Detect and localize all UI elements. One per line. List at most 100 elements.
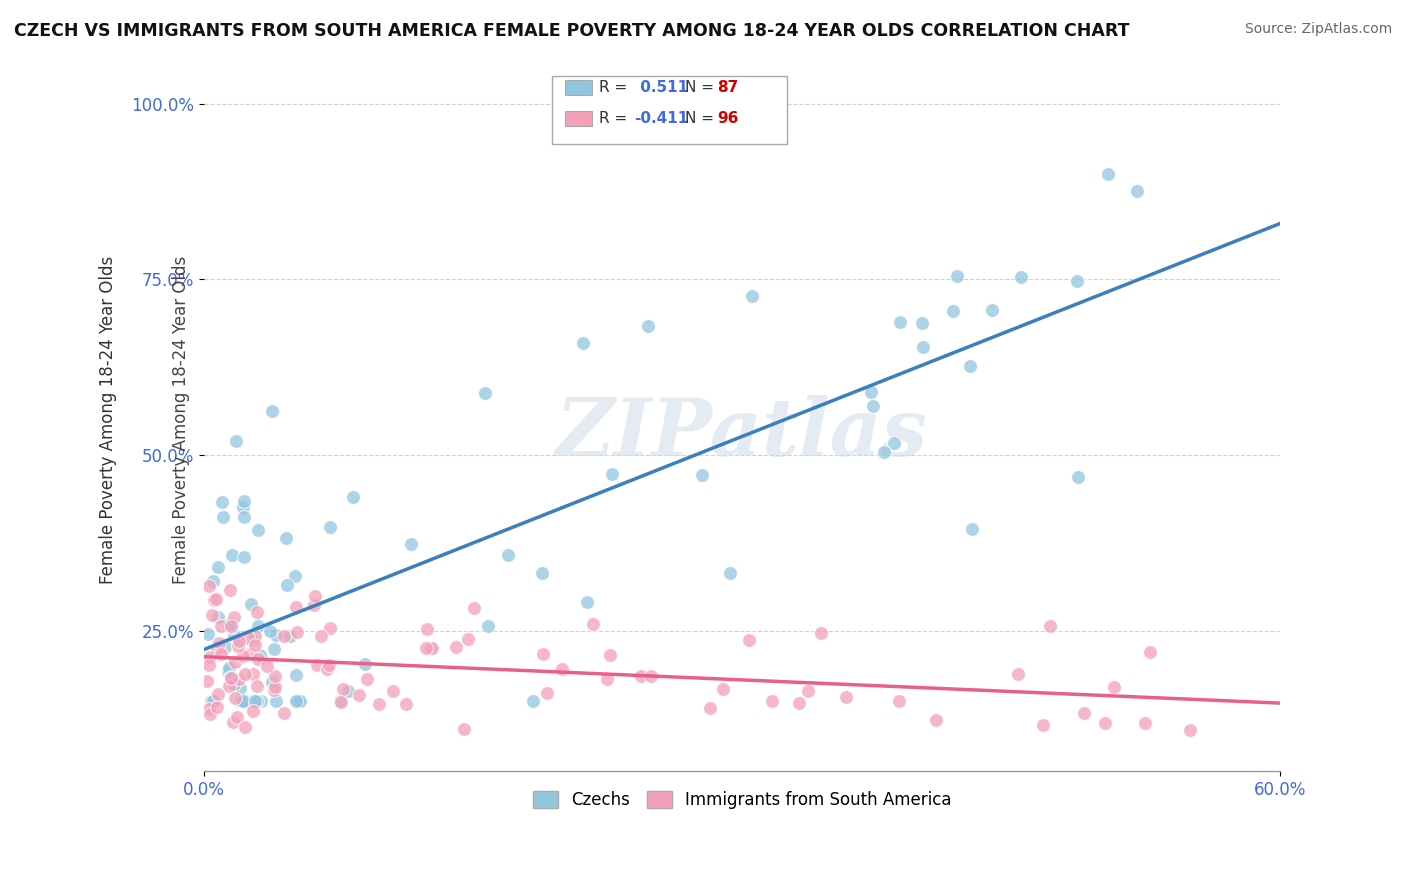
Point <box>1032 717 1054 731</box>
Point <box>496 548 519 562</box>
Point <box>946 268 969 283</box>
Point <box>536 686 558 700</box>
Point <box>741 289 763 303</box>
Point <box>1066 274 1088 288</box>
Point <box>260 675 283 690</box>
Point <box>205 592 228 607</box>
Point <box>274 531 297 545</box>
Point <box>235 694 257 708</box>
Point <box>250 694 273 708</box>
Point <box>316 662 339 676</box>
Point <box>572 336 595 351</box>
Point <box>332 681 354 696</box>
Point <box>640 669 662 683</box>
Point <box>367 698 389 712</box>
Point <box>232 694 254 708</box>
Point <box>285 625 308 640</box>
Point <box>981 303 1004 318</box>
Text: Source: ZipAtlas.com: Source: ZipAtlas.com <box>1244 22 1392 37</box>
Point <box>259 624 281 639</box>
Point <box>453 722 475 736</box>
Point <box>887 693 910 707</box>
Point <box>233 666 256 681</box>
Point <box>214 640 236 654</box>
Point <box>761 693 783 707</box>
Point <box>420 640 443 655</box>
Point <box>231 694 253 708</box>
Point <box>1133 716 1156 731</box>
Text: CZECH VS IMMIGRANTS FROM SOUTH AMERICA FEMALE POVERTY AMONG 18-24 YEAR OLDS CORR: CZECH VS IMMIGRANTS FROM SOUTH AMERICA F… <box>14 22 1129 40</box>
Point <box>630 669 652 683</box>
Point <box>211 510 233 524</box>
Point <box>288 694 311 708</box>
Point <box>318 621 340 635</box>
Point <box>419 641 441 656</box>
Point <box>342 490 364 504</box>
Point <box>246 679 269 693</box>
FancyBboxPatch shape <box>565 79 592 95</box>
Point <box>217 664 239 678</box>
Point <box>232 648 254 663</box>
Point <box>263 680 285 694</box>
Point <box>221 715 243 730</box>
Point <box>395 698 418 712</box>
Point <box>738 632 761 647</box>
Point <box>349 688 371 702</box>
Point <box>218 680 240 694</box>
Point <box>245 605 267 619</box>
Point <box>201 694 224 708</box>
Point <box>1139 645 1161 659</box>
Point <box>353 657 375 671</box>
Point <box>207 610 229 624</box>
Point <box>263 683 285 698</box>
Point <box>245 694 267 708</box>
Point <box>224 655 246 669</box>
Text: R =: R = <box>599 80 627 95</box>
Point <box>942 304 965 318</box>
Point <box>1039 619 1062 633</box>
Point <box>232 494 254 508</box>
Point <box>207 688 229 702</box>
Point <box>198 706 221 721</box>
Point <box>202 574 225 588</box>
Point <box>205 699 228 714</box>
Point <box>530 566 553 581</box>
Point <box>232 500 254 514</box>
FancyBboxPatch shape <box>565 111 592 126</box>
Point <box>599 648 621 662</box>
Point <box>207 560 229 574</box>
Point <box>873 444 896 458</box>
Point <box>637 319 659 334</box>
Point <box>1007 667 1029 681</box>
Point <box>198 579 221 593</box>
Point <box>305 658 328 673</box>
Point <box>245 694 267 708</box>
Point <box>551 662 574 676</box>
Point <box>329 694 352 708</box>
Point <box>219 620 242 634</box>
Point <box>202 592 225 607</box>
Point <box>330 695 353 709</box>
Y-axis label: Female Poverty Among 18-24 Year Olds: Female Poverty Among 18-24 Year Olds <box>100 256 117 584</box>
Point <box>209 619 232 633</box>
Point <box>531 648 554 662</box>
Point <box>1073 706 1095 721</box>
Point <box>1102 680 1125 694</box>
Point <box>859 385 882 400</box>
Point <box>1097 167 1119 181</box>
Point <box>276 578 298 592</box>
Point <box>240 694 263 708</box>
Point <box>337 684 360 698</box>
Point <box>264 669 287 683</box>
FancyBboxPatch shape <box>551 76 787 144</box>
Point <box>236 631 259 645</box>
Point <box>284 667 307 681</box>
Point <box>596 672 619 686</box>
Point <box>225 434 247 448</box>
Legend: Czechs, Immigrants from South America: Czechs, Immigrants from South America <box>526 784 959 816</box>
Point <box>242 704 264 718</box>
Point <box>233 694 256 708</box>
Point <box>718 566 741 580</box>
Point <box>302 598 325 612</box>
Point <box>243 638 266 652</box>
